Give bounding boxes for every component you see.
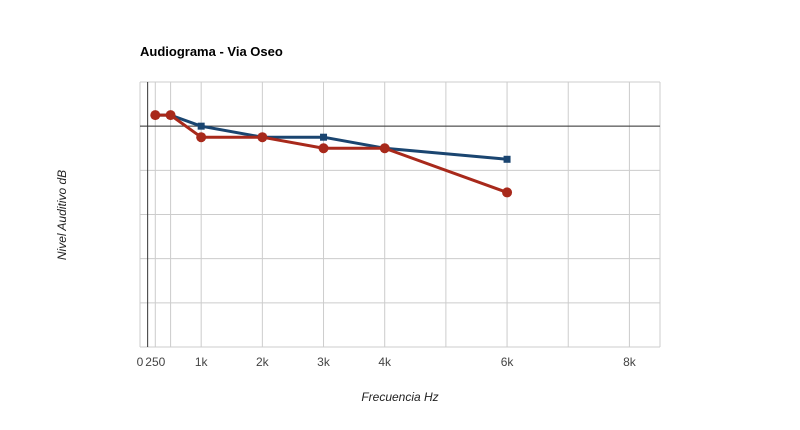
series-2-point (150, 110, 161, 121)
series-2-point (502, 187, 513, 198)
x-tick-label: 4k (378, 355, 392, 369)
series-2-point (196, 132, 207, 143)
series-1-point (320, 133, 328, 141)
series-2-point (257, 132, 268, 143)
series-1-point (197, 122, 205, 130)
x-tick-label: 3k (317, 355, 331, 369)
x-tick-label: 2k (256, 355, 270, 369)
series-1-point (503, 155, 511, 163)
x-tick-label: 0 (137, 355, 144, 369)
chart-title: Audiograma - Via Oseo (140, 44, 283, 59)
x-axis-label: Frecuencia Hz (361, 390, 439, 404)
x-tick-label: 6k (501, 355, 515, 369)
series-2-point (318, 143, 329, 154)
y-axis-label: Nivel Auditivo dB (55, 169, 69, 261)
x-tick-label: 1k (195, 355, 209, 369)
x-tick-label: 250 (145, 355, 165, 369)
x-tick-label: 8k (623, 355, 637, 369)
series-2-point (379, 143, 390, 154)
series-2-point (165, 110, 176, 121)
